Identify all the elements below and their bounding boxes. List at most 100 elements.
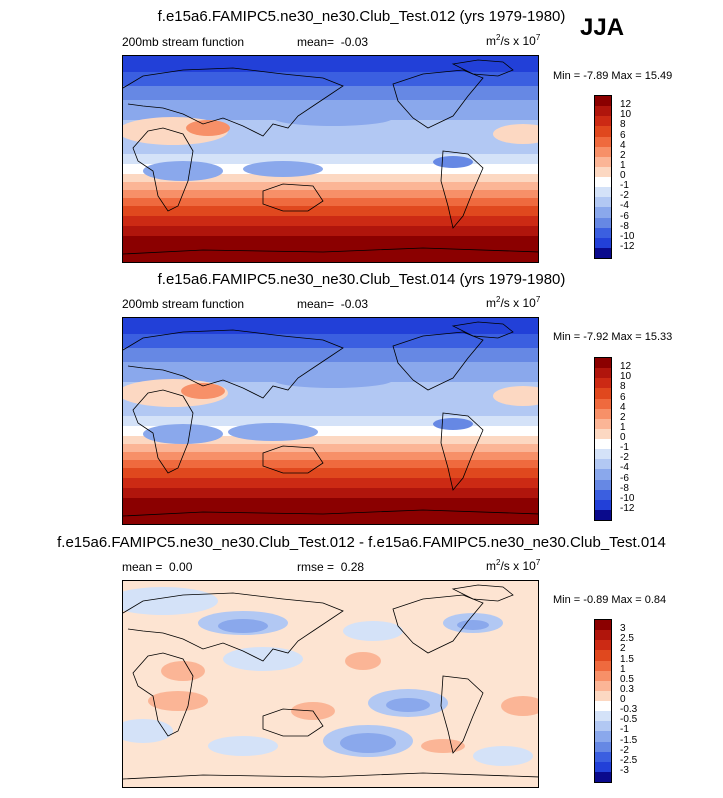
band: [123, 334, 538, 348]
colorbar-swatch: [595, 227, 611, 238]
colorbar-swatch: [595, 136, 611, 147]
panel1-units: m2/s x 107: [486, 33, 541, 48]
colorbar-swatch: [595, 156, 611, 167]
colorbar-swatch: [595, 670, 611, 681]
panel2-colorbar: [594, 357, 612, 521]
colorbar-swatch: [595, 751, 611, 762]
anomaly: [433, 156, 473, 168]
panel3-rmse: rmse = 0.28: [297, 560, 365, 574]
colorbar-swatch: [595, 489, 611, 500]
anomaly: [473, 746, 533, 766]
colorbar-tick-label: 0: [620, 694, 626, 705]
colorbar-tick-label: -0.3: [620, 704, 638, 716]
colorbar-swatch: [595, 449, 611, 460]
coastlines: [123, 321, 538, 517]
anomaly: [161, 661, 205, 681]
colorbar-tick-label: 2: [620, 149, 626, 161]
colorbar-tick-label: 12: [620, 99, 632, 111]
band: [123, 498, 538, 524]
band: [123, 460, 538, 468]
colorbar-swatch: [595, 428, 611, 439]
panel2-map: [122, 317, 539, 525]
colorbar-swatch: [595, 761, 611, 772]
anomaly: [223, 647, 303, 671]
panel1-title: f.e15a6.FAMIPC5.ne30_ne30.Club_Test.012 …: [157, 8, 566, 25]
colorbar-tick-label: -12: [620, 502, 635, 514]
colorbar-swatch: [595, 187, 611, 198]
colorbar-tick-label: 0: [620, 170, 626, 181]
colorbar-swatch: [595, 96, 611, 107]
band: [123, 174, 538, 182]
colorbar-tick-label: 1: [620, 159, 626, 171]
anomaly: [148, 691, 208, 711]
colorbar-tick-label: 2.5: [620, 633, 634, 645]
anomaly: [143, 161, 223, 181]
anomaly: [493, 124, 538, 144]
colorbar-swatch: [595, 418, 611, 429]
panel2-contour-field: [123, 318, 538, 524]
colorbar-tick-label: -2: [620, 744, 629, 756]
anomaly: [243, 161, 323, 177]
colorbar-tick-label: -10: [620, 492, 635, 504]
band: [123, 236, 538, 262]
colorbar-tick-label: -2: [620, 190, 629, 202]
colorbar-swatch: [595, 237, 611, 248]
colorbar-swatch: [595, 771, 611, 782]
band: [123, 426, 538, 436]
anomaly: [386, 698, 430, 712]
colorbar-swatch: [595, 479, 611, 490]
anomaly: [340, 733, 396, 753]
colorbar-swatch: [595, 217, 611, 228]
panel3-minmax: Min = -0.89 Max = 0.84: [553, 594, 667, 606]
colorbar-swatch: [595, 126, 611, 137]
anomaly: [433, 418, 473, 430]
colorbar-swatch: [595, 197, 611, 208]
band: [123, 164, 538, 174]
colorbar-swatch: [595, 660, 611, 671]
panel3-title: f.e15a6.FAMIPC5.ne30_ne30.Club_Test.012 …: [57, 534, 666, 551]
band: [123, 206, 538, 216]
colorbar-tick-label: 10: [620, 371, 632, 383]
panel2-variable-label: 200mb stream function: [122, 297, 245, 311]
band: [123, 226, 538, 236]
anomaly: [457, 620, 489, 630]
colorbar-swatch: [595, 358, 611, 369]
colorbar-swatch: [595, 368, 611, 379]
colorbar-tick-label: -2.5: [620, 754, 638, 766]
panel3-colorbar: [594, 619, 612, 783]
panel1-minmax: Min = -7.89 Max = 15.49: [553, 70, 673, 82]
colorbar-tick-label: -4: [620, 200, 629, 212]
colorbar-tick-label: 8: [620, 119, 626, 131]
colorbar-tick-label: -6: [620, 210, 629, 222]
anomaly: [273, 372, 393, 388]
anomaly: [493, 386, 538, 406]
panel1-map: [122, 55, 539, 263]
season-label: JJA: [580, 14, 625, 41]
colorbar-swatch: [595, 741, 611, 752]
colorbar-swatch: [595, 721, 611, 732]
colorbar-tick-label: -1.5: [620, 734, 638, 746]
colorbar-swatch: [595, 106, 611, 117]
panel1-mean: mean= -0.03: [297, 35, 369, 49]
band: [123, 154, 538, 164]
anomaly: [421, 739, 465, 753]
colorbar-swatch: [595, 388, 611, 399]
colorbar-swatch: [595, 499, 611, 510]
band: [123, 348, 538, 362]
colorbar-tick-label: -12: [620, 240, 635, 252]
panel2-title: f.e15a6.FAMIPC5.ne30_ne30.Club_Test.014 …: [157, 271, 566, 288]
anomaly: [218, 619, 268, 633]
colorbar-swatch: [595, 701, 611, 712]
coastlines: [123, 59, 538, 255]
colorbar-swatch: [595, 640, 611, 651]
anomaly: [343, 621, 403, 641]
colorbar-tick-label: -1: [620, 180, 629, 192]
colorbar-tick-label: -1: [620, 442, 629, 454]
panel2-mean: mean= -0.03: [297, 297, 369, 311]
colorbar-swatch: [595, 509, 611, 520]
panel3-contour-field: [123, 581, 538, 787]
colorbar-tick-label: -8: [620, 220, 629, 232]
band: [123, 198, 538, 206]
colorbar-swatch: [595, 620, 611, 631]
band: [123, 216, 538, 226]
